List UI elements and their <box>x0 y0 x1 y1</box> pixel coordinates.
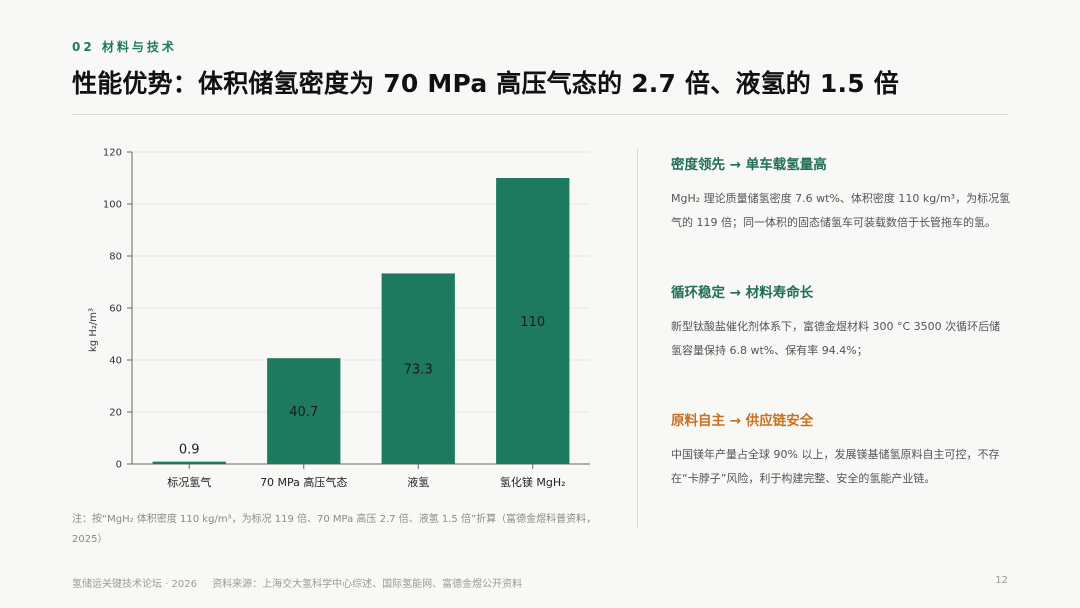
y-tick-label: 120 <box>103 148 122 159</box>
bar <box>152 461 226 464</box>
column-divider <box>637 148 638 528</box>
footer-event: 氢储运关键技术论坛 · 2026 <box>72 579 197 590</box>
footer-source: 资料来源：上海交大氢科学中心综述、国际氢能网、富德金煜公开资料 <box>212 579 523 590</box>
footer: 氢储运关键技术论坛 · 2026 资料来源：上海交大氢科学中心综述、国际氢能网、… <box>72 575 534 590</box>
page-number: 12 <box>995 575 1008 586</box>
y-tick-label: 100 <box>103 200 122 211</box>
point-title: 原料自主 → 供应链安全 <box>671 413 814 429</box>
y-tick-label: 40 <box>109 356 122 367</box>
y-tick-label: 20 <box>109 408 122 419</box>
y-axis-label: kg H₂/m³ <box>88 308 99 352</box>
bar <box>267 358 341 464</box>
point-cycling: 循环稳定 → 材料寿命长 新型钛酸盐催化剂体系下，富德金煜材料 300 °C 3… <box>671 281 1011 363</box>
bar-value-label: 40.7 <box>289 405 318 420</box>
chart-svg: 0 20 40 60 80 100 120 0.9 标况氢气 40.7 70 MPa 高压气态 73.… <box>88 148 590 490</box>
y-tick-label: 80 <box>109 252 122 263</box>
bar-value-label: 110 <box>520 315 545 330</box>
bar <box>496 178 570 464</box>
slide-title: 性能优势：体积储氢密度为 70 MPa 高压气态的 2.7 倍、液氢的 1.5 … <box>72 69 899 98</box>
y-tick-label: 0 <box>116 460 122 471</box>
bar-layer <box>152 178 570 464</box>
x-tick-label: 70 MPa 高压气态 <box>260 475 347 489</box>
y-tick-label: 60 <box>109 304 122 315</box>
point-body: 中国镁年产量占全球 90% 以上，发展镁基储氢原料自主可控，不存在“卡脖子”风险… <box>671 448 1000 485</box>
bar-value-label: 0.9 <box>179 443 200 458</box>
x-tick-label: 标况氢气 <box>167 475 211 489</box>
point-title: 密度领先 → 单车载氢量高 <box>671 157 827 173</box>
point-body: MgH₂ 理论质量储氢密度 7.6 wt%、体积密度 110 kg/m³，为标况… <box>671 192 1011 229</box>
point-body: 新型钛酸盐催化剂体系下，富德金煜材料 300 °C 3500 次循环后储氢容量保… <box>671 320 1001 357</box>
x-tick-label: 氢化镁 MgH₂ <box>500 475 566 489</box>
bar-value-label: 73.3 <box>404 363 433 378</box>
label-layer: 0 20 40 60 80 100 120 0.9 标况氢气 40.7 70 MPa 高压气态 73.… <box>103 148 566 490</box>
bar <box>381 273 455 464</box>
point-title: 循环稳定 → 材料寿命长 <box>671 285 814 301</box>
point-supply: 原料自主 → 供应链安全 中国镁年产量占全球 90% 以上，发展镁基储氢原料自主… <box>671 409 1011 491</box>
section-label: 02 材料与技术 <box>72 40 177 54</box>
point-density: 密度领先 → 单车载氢量高 MgH₂ 理论质量储氢密度 7.6 wt%、体积密度… <box>671 153 1011 235</box>
chart-note: 注：按“MgH₂ 体积密度 110 kg/m³，为标况 119 倍、70 MPa… <box>72 514 597 545</box>
title-divider <box>72 114 1008 115</box>
x-tick-label: 液氢 <box>407 475 429 489</box>
density-bar-chart: 0 20 40 60 80 100 120 0.9 标况氢气 40.7 70 MPa 高压气态 73.… <box>72 136 632 506</box>
